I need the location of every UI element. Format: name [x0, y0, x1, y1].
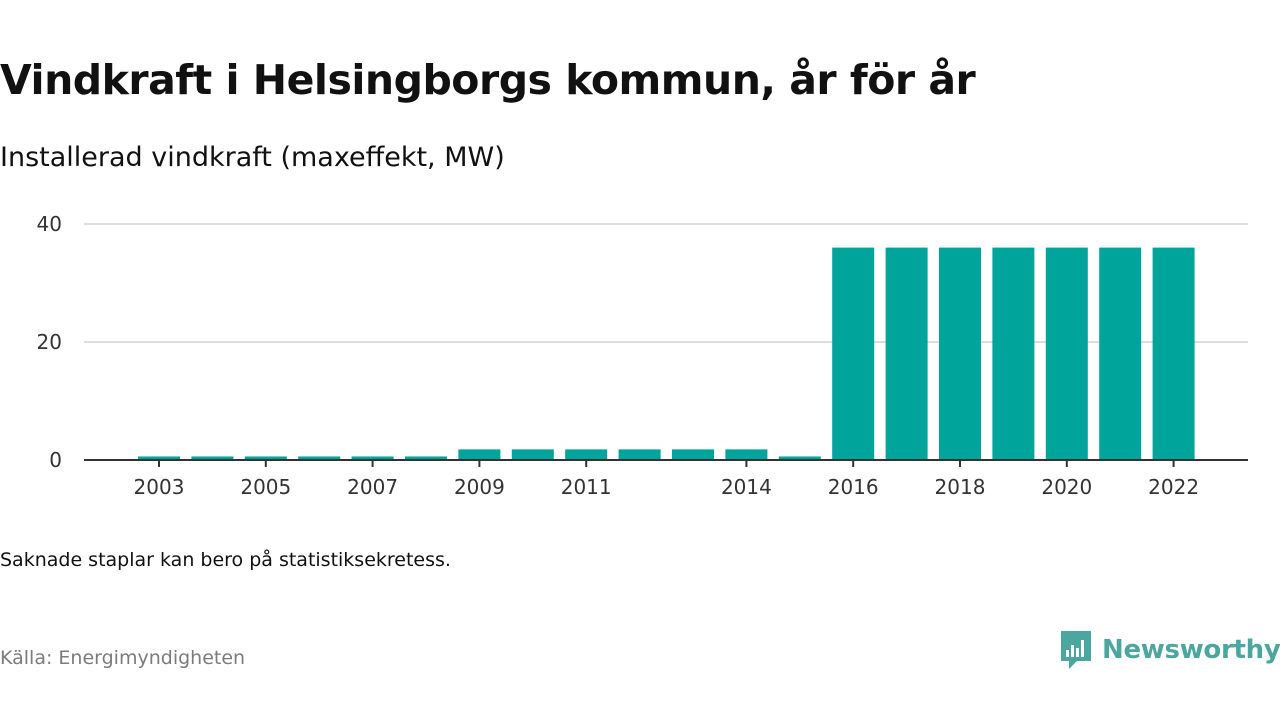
- x-tick-label: 2011: [561, 475, 612, 499]
- bar-2010: [511, 449, 554, 460]
- x-tick-label: 2020: [1041, 475, 1092, 499]
- x-tick-label: 2018: [935, 475, 986, 499]
- bar-2006: [298, 456, 341, 460]
- x-tick-label: 2003: [134, 475, 185, 499]
- bar-2021: [1099, 247, 1142, 460]
- brand-name: Newsworthy: [1102, 635, 1280, 665]
- bar-2019: [992, 247, 1035, 460]
- bar-2003: [138, 456, 180, 460]
- x-tick-label: 2016: [828, 475, 879, 499]
- x-tick-label: 2022: [1148, 475, 1199, 499]
- footnote: Saknade staplar kan bero på statistiksek…: [0, 549, 451, 571]
- bar-2012: [618, 449, 661, 460]
- x-tick-label: 2009: [454, 475, 505, 499]
- bar-2016: [832, 247, 875, 460]
- y-tick-label: 0: [49, 448, 62, 472]
- bar-2018: [939, 247, 981, 460]
- y-tick-label: 20: [37, 330, 62, 354]
- bar-2015: [778, 456, 821, 460]
- bar-2004: [191, 456, 234, 460]
- chart-subtitle: Installerad vindkraft (maxeffekt, MW): [0, 142, 505, 173]
- bar-2009: [458, 449, 501, 460]
- x-tick-label: 2005: [240, 475, 291, 499]
- bar-2013: [672, 449, 714, 460]
- chart-title: Vindkraft i Helsingborgs kommun, år för …: [0, 56, 976, 104]
- y-tick-label: 40: [37, 212, 62, 236]
- x-tick-label: 2007: [347, 475, 398, 499]
- bars: [138, 247, 1195, 460]
- bar-2008: [405, 456, 447, 460]
- bar-2022: [1152, 247, 1195, 460]
- bar-2007: [351, 456, 394, 460]
- bar-2011: [565, 449, 608, 460]
- axes: 0 20 40 2003 2005 2007 2009 2011 2014 2016 2018 202…: [37, 212, 1248, 499]
- bar-2005: [244, 456, 287, 460]
- source-credit: Källa: Energimyndigheten: [0, 647, 246, 669]
- bar-2017: [885, 247, 928, 460]
- newsworthy-logo-icon: [1061, 631, 1091, 669]
- brand-logo: Newsworthy: [1058, 628, 1280, 672]
- bar-2020: [1045, 247, 1088, 460]
- bar-chart: 0 20 40 2003 2005 2007 2009 2011 2014 2016 2018 202…: [37, 212, 1248, 499]
- x-tick-label: 2014: [721, 475, 772, 499]
- bar-2014: [725, 449, 768, 460]
